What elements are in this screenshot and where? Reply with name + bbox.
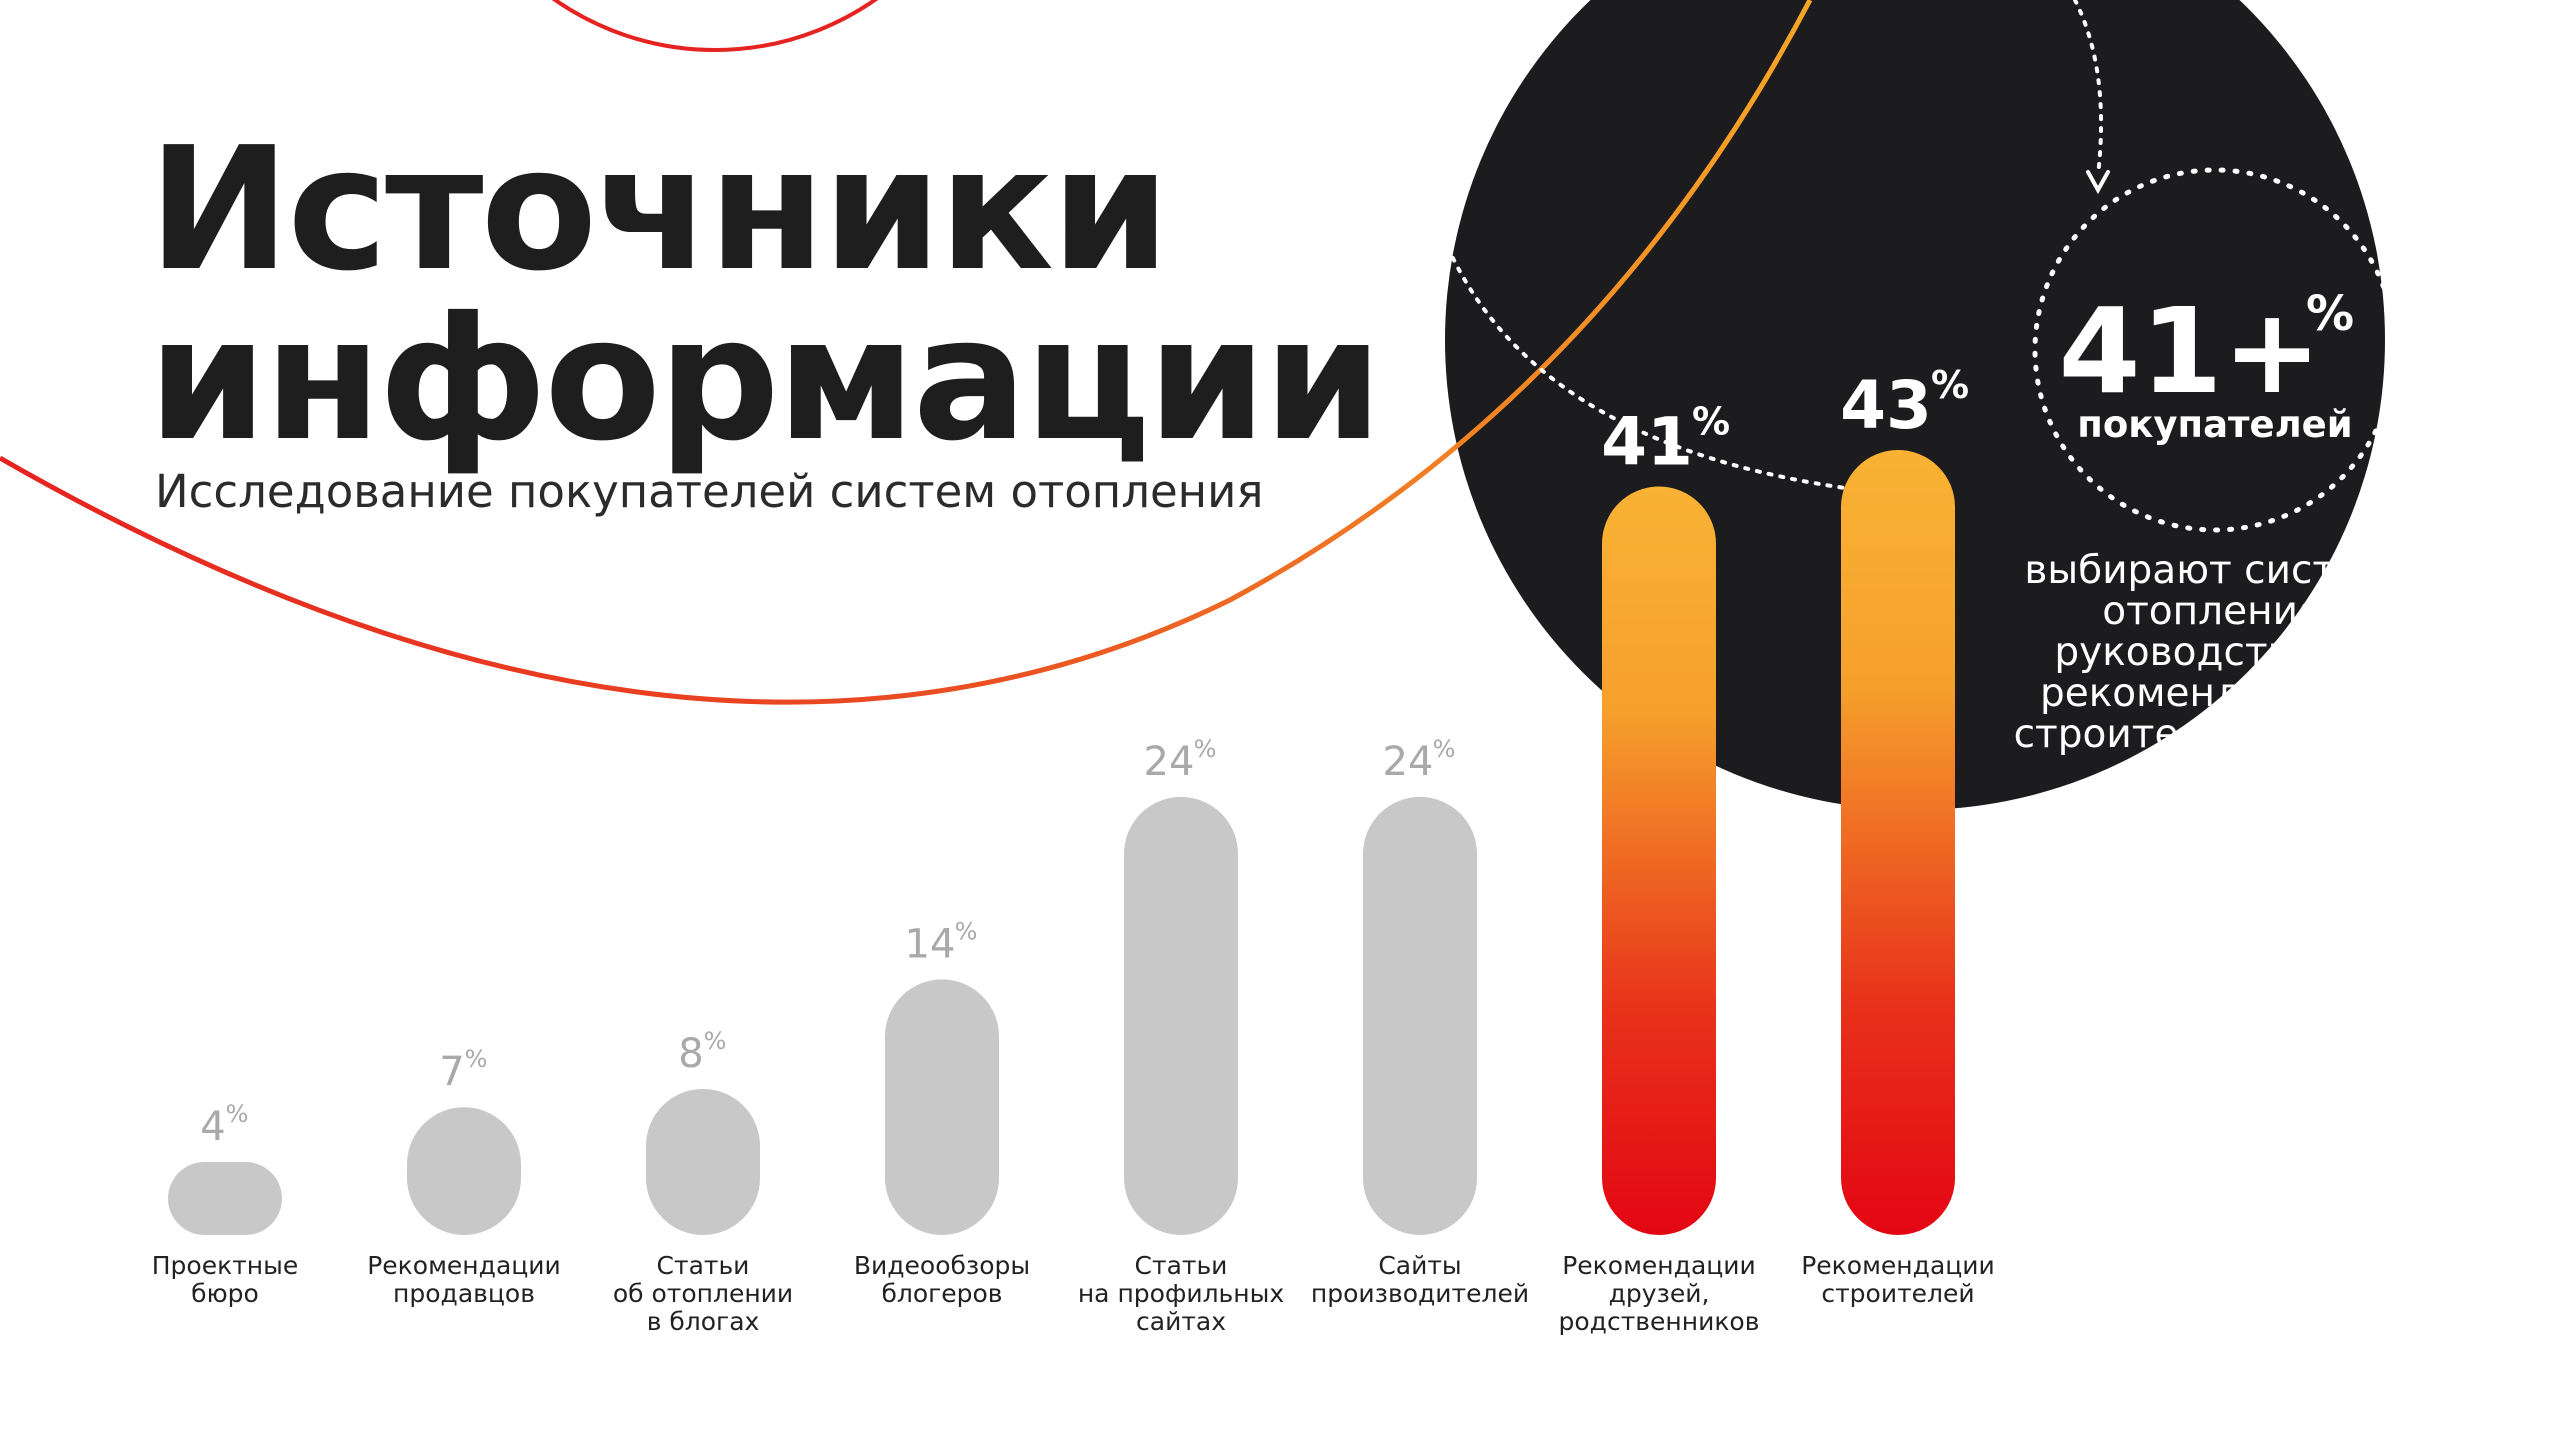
bar-unit-label: %	[1692, 400, 1730, 444]
top-arc	[551, 0, 879, 52]
category-label: Видеообзоры	[854, 1251, 1030, 1280]
bar-unit-label: %	[1194, 735, 1217, 763]
category-label: Проектные	[152, 1251, 298, 1280]
callout-text-line: отопления,	[2102, 589, 2334, 634]
big-arc	[0, 0, 1813, 705]
bar-unit-label: %	[1433, 735, 1456, 763]
category-label: бюро	[191, 1279, 259, 1308]
category-label: в блогах	[647, 1307, 760, 1336]
callout-description: выбирают системуотопления,руководствуясь…	[2014, 548, 2423, 798]
callout-value: 41+	[2058, 282, 2321, 420]
category-label: производителей	[1311, 1279, 1529, 1308]
bar	[646, 1088, 760, 1235]
bar-value-label: 4	[200, 1104, 225, 1150]
bar	[168, 1161, 282, 1235]
arrow-head-icon	[2086, 170, 2110, 195]
page-subtitle: Исследование покупателей систем отоплени…	[155, 465, 1263, 518]
category-label: Сайты	[1378, 1251, 1461, 1280]
callout-dotted-circle	[2032, 167, 2398, 533]
bar-value-label: 7	[439, 1049, 464, 1095]
dotted-arrow-line	[2073, 0, 2104, 177]
category-label: Рекомендации	[1562, 1251, 1756, 1280]
bar	[1124, 796, 1238, 1235]
bar-value-label: 24	[1383, 739, 1434, 785]
category-label: Рекомендации	[1801, 1251, 1995, 1280]
category-label: Статьи	[657, 1251, 750, 1280]
bar	[1363, 796, 1477, 1235]
bar-value-label: 8	[678, 1031, 703, 1077]
bar-value-label: 14	[905, 921, 956, 967]
category-label: друзей,	[1609, 1279, 1710, 1308]
bar-unit-label: %	[226, 1100, 249, 1128]
callout: 41+ % покупателей выбирают системуотопле…	[2014, 167, 2423, 798]
bar	[1841, 450, 1955, 1235]
bar-value-label: 24	[1144, 739, 1195, 785]
category-label: родственников	[1559, 1307, 1760, 1336]
callout-unit: %	[2306, 286, 2354, 342]
callout-text-line: рекомендациями	[2040, 671, 2396, 716]
callout-text-line: выбирают систему	[2024, 548, 2411, 593]
category-label: Статьи	[1135, 1251, 1228, 1280]
category-label: продавцов	[393, 1279, 535, 1308]
category-label: сайтах	[1136, 1307, 1226, 1336]
category-label: на профильных	[1078, 1279, 1284, 1308]
page-title-line2: информации	[148, 281, 1380, 479]
page-title-line1: Источники	[148, 111, 1167, 309]
bar	[885, 979, 999, 1235]
category-label: Рекомендации	[367, 1251, 561, 1280]
category-label: об отоплении	[613, 1279, 793, 1308]
bar-value-label: 43	[1840, 367, 1932, 444]
bar	[1602, 486, 1716, 1236]
callout-text-line: руководствуясь	[2054, 630, 2381, 675]
callout-text-line: строителей, друзей	[2014, 712, 2423, 757]
bar-unit-label: %	[1931, 363, 1969, 407]
bar-unit-label: %	[704, 1027, 727, 1055]
bar-unit-label: %	[465, 1045, 488, 1073]
dotted-arc	[1409, 0, 1847, 490]
category-label: блогеров	[881, 1279, 1002, 1308]
callout-text-line: и родных	[2122, 753, 2315, 798]
bar	[407, 1107, 521, 1235]
bar-unit-label: %	[955, 917, 978, 945]
category-label: строителей	[1821, 1279, 1974, 1308]
callout-label: покупателей	[2077, 403, 2352, 446]
bar-value-label: 41	[1601, 404, 1693, 481]
